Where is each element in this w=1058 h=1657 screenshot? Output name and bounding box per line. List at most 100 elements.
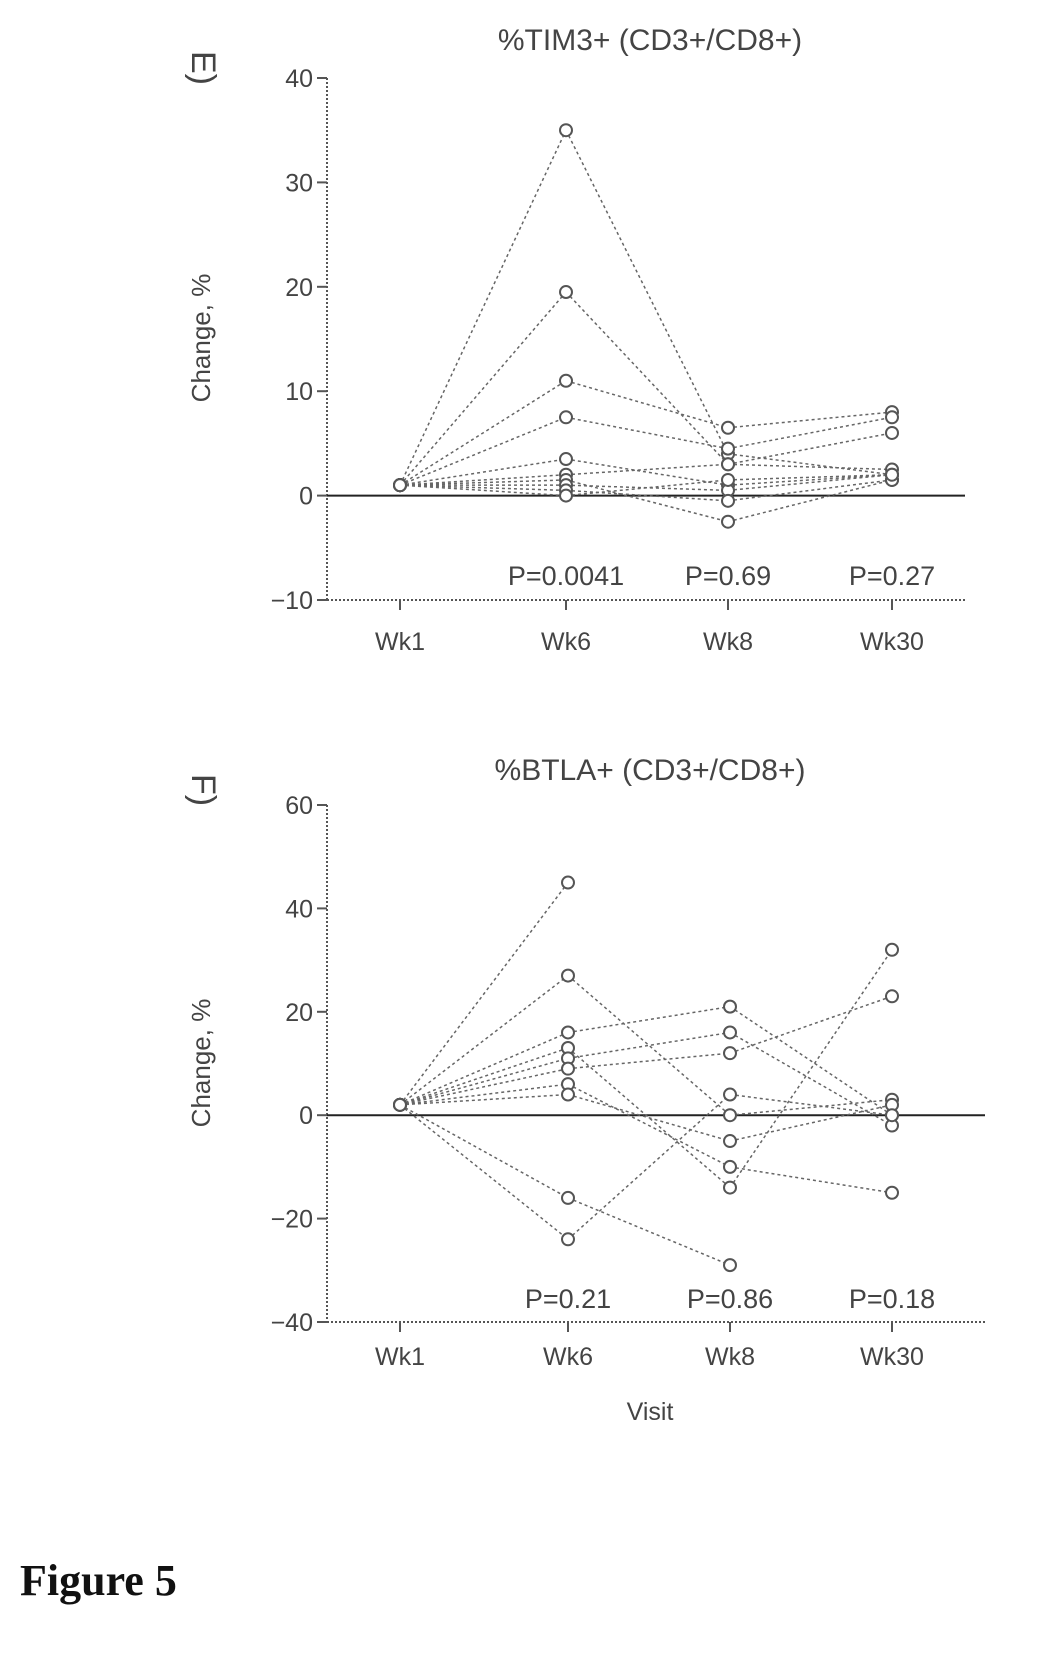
chart-2-series-7-segment-2 — [729, 1104, 893, 1142]
chart-2-series-5-point-1 — [561, 1061, 575, 1076]
chart-2-series-2-segment-1 — [567, 1005, 731, 1034]
chart-1-title: %TIM3+ (CD3+/CD8+) — [498, 24, 802, 57]
chart-2-series-9-point-1 — [561, 1232, 575, 1247]
chart-2-series-8-segment-0 — [399, 1104, 569, 1199]
chart-1-series-9-point-0 — [393, 478, 407, 493]
chart-1-series-0-segment-0 — [399, 129, 567, 486]
chart-2-series-2-point-1 — [561, 1025, 575, 1040]
chart-2-series-1-point-2 — [723, 1108, 737, 1123]
chart-2-series-0-point-1 — [561, 875, 575, 890]
chart-1-series-6-segment-1 — [565, 479, 729, 523]
chart-1-series-7-segment-1 — [565, 484, 729, 492]
chart-2-series-6-point-2 — [723, 1159, 737, 1174]
chart-2-series-5-point-2 — [723, 1046, 737, 1061]
chart-2-series-5-point-3 — [885, 989, 899, 1004]
chart-2-series-7-segment-0 — [399, 1093, 569, 1106]
chart-2-series-9-segment-1 — [567, 1093, 731, 1240]
chart-1-series-3-segment-1 — [565, 416, 729, 450]
chart-1-series-3-point-2 — [721, 441, 735, 456]
chart-2-series-8-point-1 — [561, 1190, 575, 1205]
chart-1-series-9-segment-1 — [565, 479, 729, 497]
chart-1-panel-label: E) — [184, 51, 222, 85]
chart-2-series-2-segment-0 — [399, 1031, 569, 1106]
chart-1-x-tick-label-3: Wk30 — [860, 628, 924, 656]
chart-1-series-3-segment-2 — [727, 416, 893, 450]
chart-1-series-0-segment-2 — [727, 453, 893, 476]
chart-1-series-6-segment-0 — [399, 479, 567, 486]
chart-2-panel-label: F) — [184, 774, 222, 806]
chart-2-series-2-point-2 — [723, 999, 737, 1014]
chart-1-series-1-point-1 — [559, 285, 573, 300]
chart-1-series-2-segment-0 — [399, 380, 567, 486]
chart-1-series-3-segment-0 — [399, 416, 567, 486]
chart-2-series-9-point-2 — [723, 1087, 737, 1102]
chart-1-series-1-segment-2 — [727, 432, 893, 466]
chart-2-series-4-segment-1 — [567, 1031, 731, 1060]
chart-2-series-9-point-0 — [393, 1097, 407, 1112]
chart-1-series-8-segment-0 — [399, 484, 567, 492]
chart-2-x-tick-label-3: Wk30 — [860, 1343, 924, 1371]
chart-2-series-6-segment-2 — [729, 1166, 893, 1194]
chart-2-p-value-1: P=0.21 — [525, 1284, 611, 1314]
chart-2-series-5-segment-1 — [567, 1052, 731, 1070]
chart-1-x-tick-label-0: Wk1 — [375, 628, 425, 656]
chart-1-series-2-segment-1 — [565, 380, 729, 429]
chart-1-series-2-segment-2 — [727, 411, 893, 429]
chart-1-series-4-segment-1 — [565, 458, 729, 486]
chart-2-y-tick-label-1: −20 — [271, 1206, 313, 1234]
chart-2-y-tick-label-3: 20 — [285, 999, 313, 1027]
chart-2-x-tick-label-0: Wk1 — [375, 1343, 425, 1371]
chart-2-y-tick-label-0: −40 — [271, 1309, 313, 1337]
chart-2-series-2-segment-2 — [729, 1006, 893, 1116]
chart-1-series-0-segment-1 — [565, 129, 729, 455]
chart-2-series-5-segment-0 — [399, 1067, 569, 1106]
chart-1-series-0-point-1 — [559, 123, 573, 138]
chart-2-series-9-segment-2 — [729, 1093, 893, 1116]
chart-1-series-3-point-3 — [885, 410, 899, 425]
chart-2-series-9-segment-0 — [399, 1104, 569, 1240]
chart-2-series-6-segment-0 — [399, 1083, 569, 1106]
chart-1-y-tick-label-3: 20 — [285, 274, 313, 302]
chart-2-x-axis-label: Visit — [627, 1398, 674, 1426]
chart-2-series-6-segment-1 — [567, 1083, 731, 1168]
chart-2-series-7-point-1 — [561, 1087, 575, 1102]
chart-1-y-tick-label-4: 30 — [285, 169, 313, 197]
chart-1-series-8-point-2 — [721, 493, 735, 508]
chart-1-series-4-point-1 — [559, 452, 573, 467]
chart-1-series-5-point-2 — [721, 457, 735, 472]
figure-caption: Figure 5 — [20, 1556, 177, 1605]
chart-1-series-9-point-1 — [559, 488, 573, 503]
chart-2-series-8-point-2 — [723, 1258, 737, 1273]
chart-2-series-6-point-3 — [885, 1185, 899, 1200]
chart-2-series-4-point-2 — [723, 1025, 737, 1040]
chart-1-series-9-segment-0 — [399, 484, 567, 497]
chart-2-series-1-point-1 — [561, 968, 575, 983]
chart-1-series-1-segment-0 — [399, 291, 567, 486]
chart-2-y-tick-label-5: 60 — [285, 792, 313, 820]
chart-1-series-5-segment-1 — [565, 463, 729, 476]
chart-1-series-2-point-1 — [559, 373, 573, 388]
chart-2-p-value-3: P=0.18 — [849, 1284, 935, 1314]
chart-1-series-4-segment-0 — [399, 458, 567, 486]
chart-1-series-3-point-1 — [559, 410, 573, 425]
chart-1-p-value-2: P=0.69 — [685, 561, 771, 591]
chart-2-x-tick-label-1: Wk6 — [543, 1343, 593, 1371]
chart-1-series-5-segment-2 — [727, 463, 893, 471]
chart-2-p-value-2: P=0.86 — [687, 1284, 773, 1314]
chart-1-y-tick-label-5: 40 — [285, 65, 313, 93]
chart-1-p-value-3: P=0.27 — [849, 561, 935, 591]
chart-2-series-0-segment-0 — [399, 882, 569, 1106]
chart-2-series-3-point-2 — [723, 1180, 737, 1195]
chart-2-series-4-segment-2 — [729, 1031, 893, 1127]
chart-1-series-5-segment-0 — [399, 473, 567, 486]
chart-1-series-2-point-2 — [721, 420, 735, 435]
chart-2-series-4-segment-0 — [399, 1057, 569, 1106]
chart-2-series-5-segment-2 — [729, 995, 893, 1054]
chart-1-y-tick-label-1: 0 — [299, 483, 313, 511]
chart-1-series-9-point-3 — [885, 467, 899, 482]
chart-1-x-tick-label-1: Wk6 — [541, 628, 591, 656]
figure-svg: E) %TIM3+ (CD3+/CD8+) Change, % −10 0 10 20 30 4… — [184, 24, 985, 1426]
chart-1-series-6-point-2 — [721, 514, 735, 529]
chart-2-series-3-segment-0 — [399, 1047, 569, 1106]
